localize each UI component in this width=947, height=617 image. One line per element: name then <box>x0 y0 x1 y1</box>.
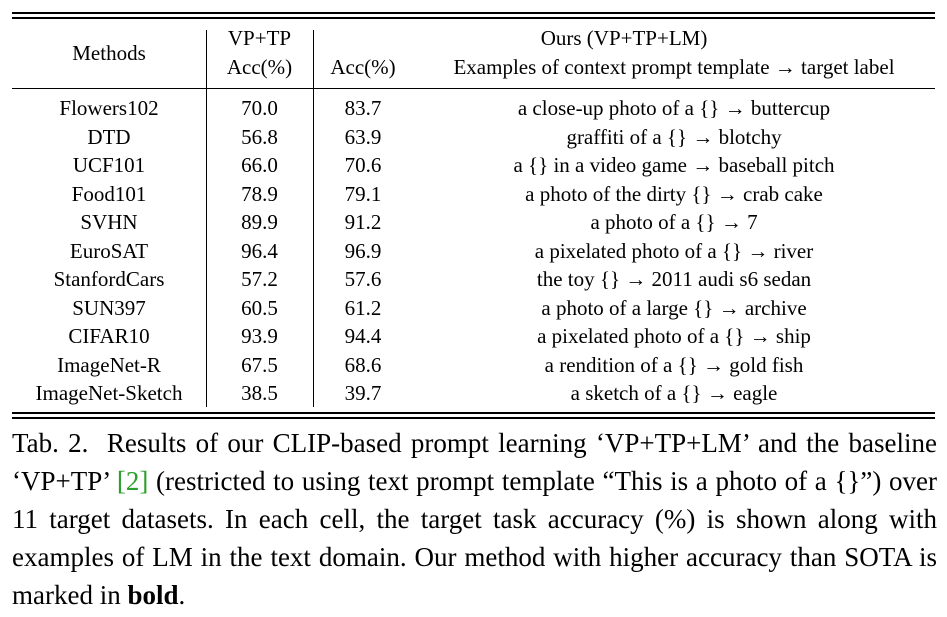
baseline-acc-cell: 89.9 <box>241 210 278 234</box>
prompt-example-cell: a photo of the dirty {} → crab cake <box>525 181 823 206</box>
baseline-acc-cell: 57.2 <box>241 267 278 291</box>
table-row: SVHN 89.9 91.2 a photo of a {} → 7 <box>12 208 935 237</box>
ours-acc-cell: 68.6 <box>344 352 382 377</box>
header-baseline-acc: Acc(%) <box>226 55 293 79</box>
table-row: Food101 78.9 79.1 a photo of the dirty {} →… <box>12 180 935 209</box>
table-row: CIFAR10 93.9 94.4 a pixelated photo of a {}… <box>12 322 935 351</box>
dataset-cell: ImageNet-R <box>57 352 161 377</box>
table-row: ImageNet-Sketch 38.5 39.7 a sketch of a {} … <box>12 379 935 408</box>
table-row: StanfordCars 57.2 57.6 the toy {} → 2011 au… <box>12 265 935 294</box>
baseline-acc-cell: 38.5 <box>241 381 278 405</box>
ours-acc-cell: 96.9 <box>344 238 382 263</box>
baseline-acc-cell: 60.5 <box>241 295 278 320</box>
prompt-example-cell: a rendition of a {} → gold fish <box>544 352 804 377</box>
column-divider-2 <box>313 30 315 407</box>
header-baseline-group: VP+TP <box>227 26 292 50</box>
caption-bold-word: bold <box>127 580 179 610</box>
prompt-example-cell: a photo of a {} → 7 <box>590 210 758 234</box>
ours-acc-cell: 61.2 <box>344 295 382 320</box>
dataset-cell: Flowers102 <box>59 96 159 120</box>
dataset-cell: Food101 <box>71 181 147 206</box>
ours-acc-cell: 57.6 <box>344 267 382 291</box>
table-body: Flowers102 70.0 83.7 a close-up photo of a … <box>12 82 935 408</box>
ours-acc-cell: 91.2 <box>344 210 382 234</box>
results-table: Methods VP+TP Ours (VP+TP+LM) Acc(%) Acc… <box>12 24 935 408</box>
prompt-example-cell: a photo of a large {} → archive <box>541 295 807 320</box>
header-rule <box>12 88 935 90</box>
dataset-cell: EuroSAT <box>69 238 149 263</box>
ours-acc-cell: 70.6 <box>344 153 382 177</box>
bottom-rule-inner <box>12 412 935 414</box>
dataset-cell: SVHN <box>80 210 138 234</box>
baseline-acc-cell: 93.9 <box>241 324 278 348</box>
baseline-acc-cell: 96.4 <box>241 238 278 263</box>
baseline-acc-cell: 78.9 <box>241 181 278 206</box>
top-rule-inner <box>12 17 935 19</box>
table-row: SUN397 60.5 61.2 a photo of a large {} → ar… <box>12 294 935 323</box>
header-methods: Methods <box>72 40 146 65</box>
dataset-cell: DTD <box>87 124 131 149</box>
caption-citation-link[interactable]: [2] <box>116 466 149 496</box>
table-row: DTD 56.8 63.9 graffiti of a {} → blotchy <box>12 123 935 152</box>
baseline-acc-cell: 70.0 <box>241 96 278 120</box>
table-row: Flowers102 70.0 83.7 a close-up photo of a … <box>12 94 935 123</box>
dataset-cell: ImageNet-Sketch <box>35 381 183 405</box>
prompt-example-cell: a sketch of a {} → eagle <box>570 381 778 405</box>
caption-text-3: . <box>178 580 186 610</box>
table-row: ImageNet-R 67.5 68.6 a rendition of a {} → … <box>12 351 935 380</box>
prompt-example-cell: the toy {} → 2011 audi s6 sedan <box>536 267 812 291</box>
prompt-example-cell: a pixelated photo of a {} → ship <box>537 324 811 348</box>
dataset-cell: SUN397 <box>72 295 146 320</box>
ours-acc-cell: 39.7 <box>344 381 382 405</box>
column-divider-1 <box>206 30 208 407</box>
caption-text-2: (restricted to using text prompt templat… <box>12 466 937 610</box>
table-row: EuroSAT 96.4 96.9 a pixelated photo of a {}… <box>12 237 935 266</box>
baseline-acc-cell: 66.0 <box>241 153 278 177</box>
baseline-acc-cell: 67.5 <box>241 352 278 377</box>
prompt-example-cell: a {} in a video game → baseball pitch <box>513 153 835 177</box>
caption-label: Tab. 2. <box>12 428 89 458</box>
dataset-cell: StanfordCars <box>53 267 165 291</box>
table-caption: Tab. 2. Results of our CLIP-based prompt… <box>12 424 937 614</box>
ours-acc-cell: 83.7 <box>344 96 382 120</box>
baseline-acc-cell: 56.8 <box>241 124 278 149</box>
dataset-cell: UCF101 <box>72 153 146 177</box>
ours-acc-cell: 94.4 <box>344 324 382 348</box>
bottom-rule <box>12 417 935 419</box>
top-rule <box>12 12 935 14</box>
dataset-cell: CIFAR10 <box>68 324 150 348</box>
caption-text-1: Results of our CLIP-based prompt learnin… <box>12 428 938 496</box>
ours-acc-cell: 63.9 <box>344 124 382 149</box>
prompt-example-cell: a close-up photo of a {} → buttercup <box>517 96 831 120</box>
ours-acc-cell: 79.1 <box>344 181 382 206</box>
header-ours-acc: Acc(%) <box>330 55 396 79</box>
prompt-example-cell: a pixelated photo of a {} → river <box>534 238 814 263</box>
header-examples: Examples of context prompt template → ta… <box>453 55 895 79</box>
header-ours-group: Ours (VP+TP+LM) <box>540 26 708 50</box>
prompt-example-cell: graffiti of a {} → blotchy <box>566 124 782 149</box>
table-row: UCF101 66.0 70.6 a {} in a video game → bas… <box>12 151 935 180</box>
